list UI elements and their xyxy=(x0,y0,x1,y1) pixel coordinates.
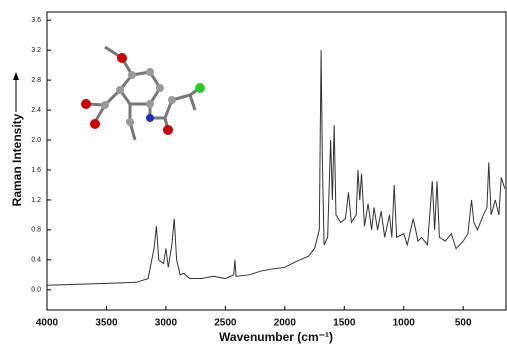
y-tick-label: 2.8 xyxy=(31,77,41,84)
spectrum-line xyxy=(47,50,505,285)
y-arrow xyxy=(13,72,19,112)
x-tick-label: 3500 xyxy=(95,318,118,329)
x-tick-label: 4000 xyxy=(36,318,59,329)
y-axis-label: Raman Intensity xyxy=(10,113,24,206)
y-tick-label: 2.0 xyxy=(31,137,41,144)
chart: Raman Intensity Wavenumber (cm⁻¹) 0.0 0.4… xyxy=(0,0,507,348)
x-axis-label: Wavenumber (cm⁻¹) xyxy=(219,330,333,344)
x-tick-label: 2000 xyxy=(274,318,297,329)
x-tick-label: 3000 xyxy=(155,318,178,329)
y-tick-label: 3.6 xyxy=(31,17,41,24)
plot-frame xyxy=(47,12,506,310)
x-tick-label: 2500 xyxy=(214,318,237,329)
y-tick-label: 3.2 xyxy=(31,47,41,54)
molecule-atoms xyxy=(81,53,205,135)
y-tick-label: 0.0 xyxy=(31,287,41,294)
x-tick-label: 1000 xyxy=(393,318,416,329)
molecule-illustration xyxy=(86,47,200,140)
y-tick-label: 1.6 xyxy=(31,167,41,174)
y-tick-label: 2.4 xyxy=(31,107,41,114)
y-tick-label: 0.8 xyxy=(31,227,41,234)
y-tick-label: 0.4 xyxy=(31,257,41,264)
y-tick-label: 1.2 xyxy=(31,197,41,204)
x-tick-label: 1500 xyxy=(333,318,356,329)
x-tick-label: 500 xyxy=(455,318,472,329)
